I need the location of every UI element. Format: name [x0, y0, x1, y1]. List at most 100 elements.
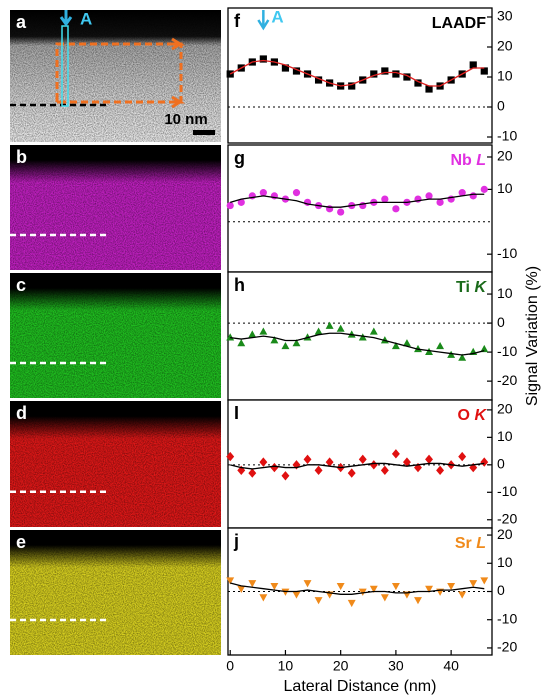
- data-point: [425, 585, 433, 593]
- data-point: [469, 61, 477, 69]
- data-point: [392, 70, 400, 78]
- data-point: [370, 70, 378, 78]
- data-point: [436, 198, 444, 206]
- line: L: [476, 535, 486, 552]
- line-profile: [61, 25, 69, 107]
- panel-label: f: [234, 11, 241, 31]
- data-point: [391, 582, 400, 591]
- data-point: [347, 330, 356, 338]
- data-point: [248, 468, 257, 478]
- image-noise: [10, 530, 221, 655]
- y-tick-label: 0: [497, 456, 505, 472]
- y-tick-label: 30: [497, 8, 513, 24]
- data-point: [226, 577, 235, 585]
- data-point: [381, 67, 389, 75]
- data-point: [480, 577, 489, 585]
- data-point: [259, 594, 268, 602]
- x-tick-label: 40: [443, 658, 459, 674]
- panel-label: g: [234, 148, 245, 168]
- data-point: [425, 347, 433, 355]
- panel-label: j: [233, 531, 239, 551]
- data-point: [414, 597, 422, 605]
- annotation: A: [271, 7, 283, 26]
- data-point: [369, 585, 378, 593]
- y-tick-label: 10: [497, 180, 513, 196]
- image-noise: [10, 145, 221, 270]
- data-point: [480, 185, 488, 193]
- data-point: [402, 457, 411, 467]
- data-point: [380, 594, 389, 602]
- data-point: [248, 580, 257, 588]
- data-point: [425, 454, 433, 465]
- scale-bar-label: 10 nm: [164, 111, 207, 128]
- data-point: [270, 336, 279, 344]
- fit-line: [230, 462, 485, 470]
- y-tick-label: -10: [497, 245, 517, 261]
- data-point: [447, 350, 456, 358]
- arrow: [257, 10, 270, 31]
- data-point: [325, 457, 334, 467]
- panel-label: h: [234, 275, 245, 295]
- data-point: [458, 189, 466, 197]
- data-point: [226, 333, 235, 341]
- data-point: [391, 341, 400, 350]
- panel-label: d: [16, 403, 27, 423]
- image-noise: [10, 273, 221, 398]
- data-point: [303, 454, 312, 465]
- data-point: [358, 454, 367, 465]
- data-point: [381, 195, 389, 203]
- data-point: [281, 341, 290, 350]
- y-tick-label: 0: [497, 582, 505, 598]
- data-point: [237, 585, 246, 593]
- channel-label: Sr L: [455, 535, 486, 552]
- data-point: [226, 201, 234, 210]
- fit-line: [230, 193, 485, 208]
- scale-bar: [193, 130, 215, 135]
- arrow: [59, 10, 73, 27]
- plot-frame: [227, 144, 493, 273]
- y-tick-label: 10: [497, 68, 513, 84]
- data-point: [380, 465, 389, 475]
- channel-label: LAADF: [432, 15, 486, 32]
- data-point: [325, 321, 334, 329]
- panel-label: c: [16, 275, 26, 295]
- element: Nb: [450, 152, 472, 169]
- data-point: [369, 460, 378, 470]
- data-point: [336, 324, 345, 332]
- y-tick-label: 20: [497, 526, 513, 542]
- line: K: [474, 407, 487, 424]
- element: Sr: [455, 535, 472, 552]
- panel-label: e: [16, 532, 26, 552]
- data-point: [358, 333, 367, 341]
- data-point: [259, 189, 267, 197]
- data-point: [469, 192, 477, 200]
- data-point: [314, 597, 323, 605]
- data-point: [259, 327, 268, 335]
- y-tick-label: -10: [497, 610, 517, 626]
- y-tick-label: 20: [497, 38, 513, 54]
- line: K: [474, 279, 487, 296]
- x-tick-label: 20: [333, 658, 349, 674]
- data-point: [292, 591, 301, 599]
- y-tick-label: 20: [497, 148, 513, 164]
- data-point: [436, 341, 445, 350]
- fit-line: [230, 582, 485, 595]
- fit-line: [229, 59, 485, 87]
- data-point: [458, 591, 467, 599]
- y-tick-label: -20: [497, 639, 517, 655]
- y-tick-label: -10: [497, 128, 517, 144]
- data-point: [281, 588, 290, 596]
- y-tick-label: 10: [497, 428, 513, 444]
- channel-label: Nb L: [450, 152, 486, 169]
- x-tick-label: 10: [278, 658, 294, 674]
- data-point: [414, 79, 422, 87]
- y-axis-label: Signal Variation (%): [524, 266, 541, 406]
- data-point: [314, 76, 323, 84]
- data-point: [259, 457, 268, 467]
- y-tick-label: 10: [497, 554, 513, 570]
- element: Ti: [456, 279, 470, 296]
- data-point: [259, 55, 267, 63]
- y-tick-label: -20: [497, 372, 517, 388]
- data-point: [403, 73, 411, 81]
